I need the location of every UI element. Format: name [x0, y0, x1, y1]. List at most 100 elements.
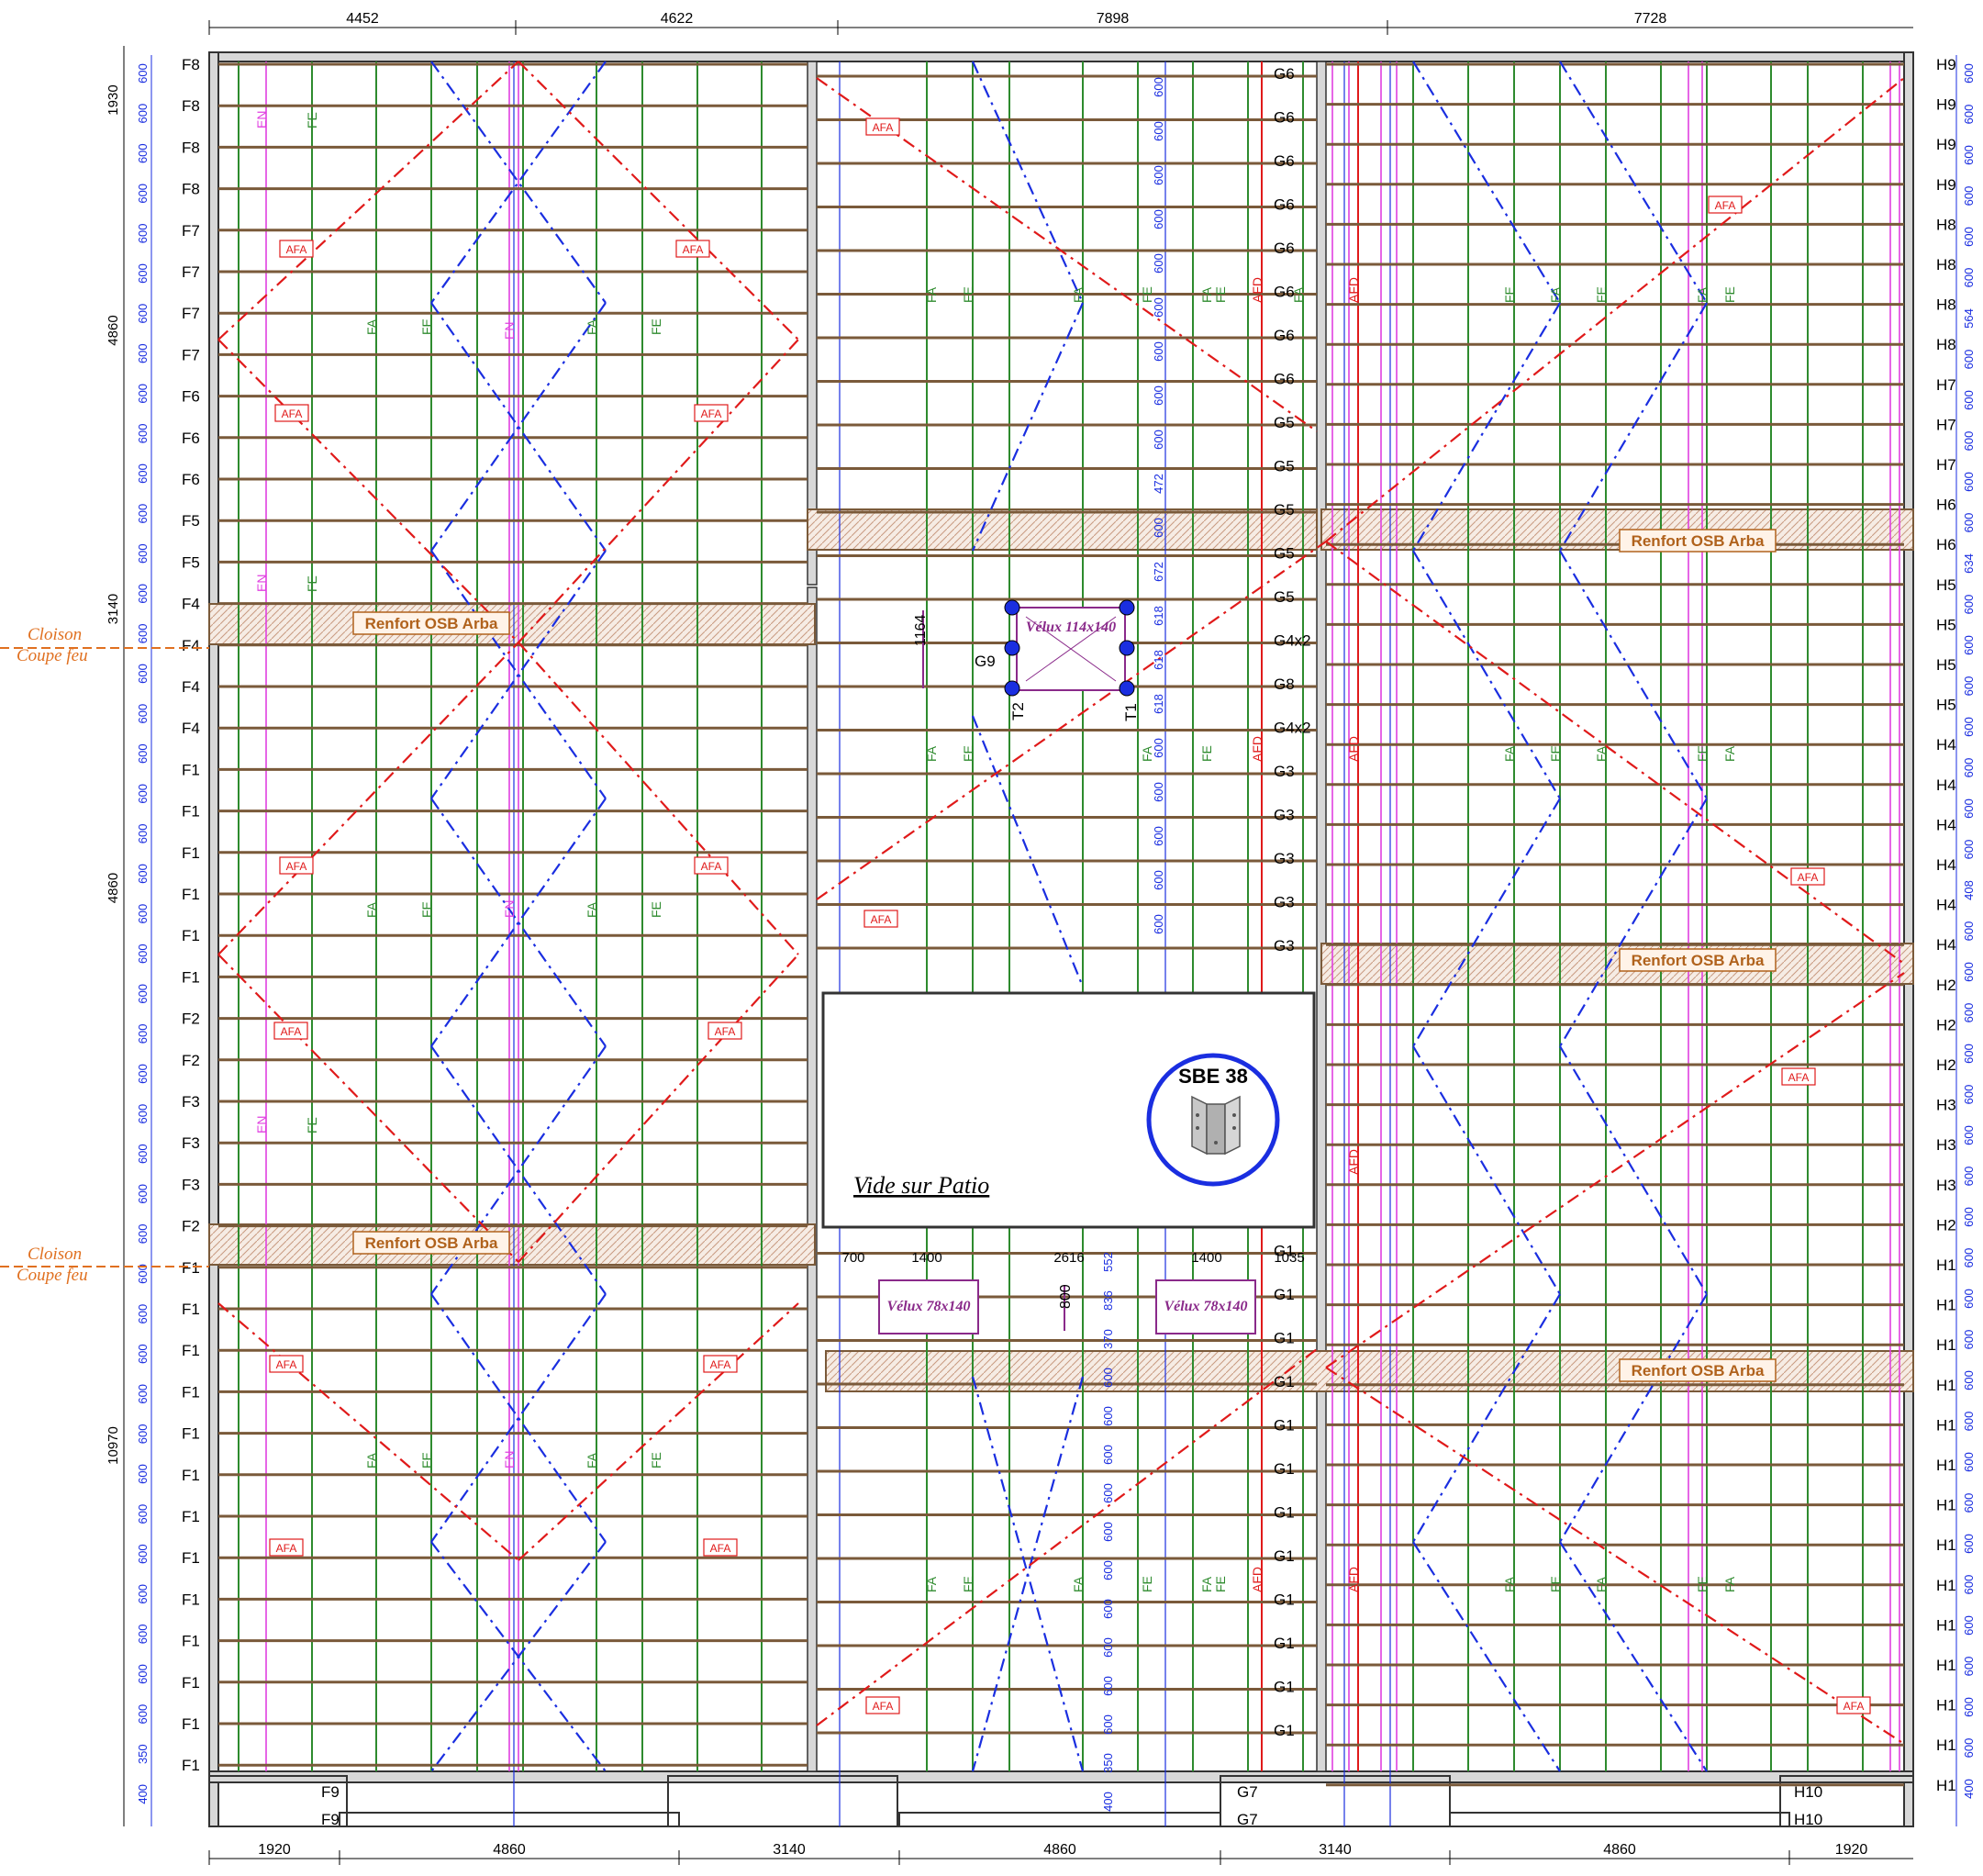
- afa-tag-text: AFA: [710, 1542, 731, 1555]
- afa-tag-5: AFA: [1708, 195, 1743, 214]
- left-inner-dim-30: 600: [136, 1264, 150, 1284]
- stud-tag-c1: FE: [419, 1452, 434, 1468]
- afa-tag-text: AFA: [873, 1700, 894, 1713]
- right-inner-dim-32: 600: [1962, 1370, 1976, 1390]
- right-inner-dim-18: 600: [1962, 798, 1976, 819]
- left-inner-dim-32: 600: [136, 1344, 150, 1364]
- blue-brace-13: [430, 1541, 607, 1772]
- velux-small-label-left: Vélux 78x140: [886, 1299, 970, 1314]
- left-joist-label-26: F3: [182, 1134, 200, 1152]
- blue-brace-32: [1559, 1541, 1708, 1772]
- left-inner-dim-1: 600: [136, 104, 150, 124]
- blue-brace-30: [1559, 1045, 1708, 1295]
- red-brace-4: [217, 642, 519, 955]
- afa-tag-box: [694, 856, 729, 875]
- right-inner-dim-14: 600: [1962, 635, 1976, 655]
- reinforcement-zone-4: [208, 1223, 816, 1266]
- stud-tag-f5: FE: [1213, 1576, 1228, 1592]
- center-joist-label-38: G1: [1274, 1722, 1295, 1739]
- stud-tag-d1: FE: [961, 286, 975, 303]
- afa-tag-text: AFA: [1798, 871, 1819, 884]
- blue-brace-29: [1559, 798, 1708, 1047]
- right-joist-label-16: H5: [1936, 697, 1956, 714]
- afa-tag-box: [1836, 1696, 1871, 1714]
- stud-tag-f0: FA: [924, 1576, 939, 1592]
- center-dim-upper-2: 600: [1152, 165, 1165, 185]
- reinforcement-zone-0: [208, 603, 816, 645]
- center-joist-label-12: G5: [1274, 588, 1295, 606]
- left-inner-dim-39: 600: [136, 1625, 150, 1645]
- afa-tag-0: AFA: [279, 240, 314, 258]
- afa-tag-box: [269, 1538, 304, 1557]
- left-joist-bottom-label-1: F9: [321, 1811, 340, 1828]
- cloison-marker-lower: Cloison Coupe feu: [17, 1245, 88, 1285]
- left-inner-dim-38: 600: [136, 1584, 150, 1604]
- right-inner-dim-38: 600: [1962, 1615, 1976, 1636]
- afa-tag-box: [279, 240, 314, 258]
- svg-text:Coupe feu: Coupe feu: [17, 1266, 88, 1285]
- left-joist-label-35: F1: [182, 1508, 200, 1525]
- blue-brace-15: [971, 302, 1085, 552]
- center-dim-upper-8: 600: [1152, 430, 1165, 450]
- en-tag-2: EN: [254, 1116, 269, 1133]
- reinforcement-label-0: Renfort OSB Arba: [352, 611, 510, 635]
- afa-tag-text: AFA: [1844, 1700, 1865, 1713]
- center-dim-upper-12: 618: [1152, 606, 1165, 626]
- afa-tag-text: AFA: [701, 860, 722, 873]
- afa-tag-text: AFA: [873, 121, 894, 134]
- reinforcement-label-box: [1619, 1358, 1777, 1382]
- right-inner-dim-13: 600: [1962, 595, 1976, 615]
- reinforcement-zones: [208, 508, 1914, 1392]
- right-inner-dim-25: 600: [1962, 1085, 1976, 1105]
- g9-label: G9: [975, 653, 996, 670]
- reinforcement-zone-3: [1320, 943, 1914, 985]
- center-dim-upper-16: 600: [1152, 782, 1165, 802]
- left-inner-dim-7: 600: [136, 343, 150, 363]
- left-joist-label-2: F8: [182, 139, 200, 156]
- left-inner-dim-41: 600: [136, 1704, 150, 1725]
- stud-tag-f6: FA: [1502, 1576, 1517, 1592]
- en-tag-1: EN: [254, 575, 269, 592]
- stud-tag-e5: FE: [1548, 745, 1563, 762]
- right-joist-label-13: H5: [1936, 576, 1956, 594]
- afa-tag-box: [274, 404, 309, 422]
- center-dim-lower-6: 600: [1101, 1483, 1115, 1503]
- afa-tag-text: AFA: [286, 243, 307, 256]
- right-wall: [1903, 51, 1914, 1827]
- afa-tag-text: AFA: [286, 860, 307, 873]
- center-joist-bottom-label-0: G7: [1237, 1783, 1258, 1801]
- left-joist-label-15: F4: [182, 678, 200, 696]
- afa-tag-13: AFA: [269, 1355, 304, 1373]
- reinforcement-zone-2: [1320, 508, 1914, 551]
- afd-tag-2: AFD: [1250, 736, 1264, 762]
- right-joist-label-32: H1: [1936, 1336, 1956, 1354]
- center-dim-lower-1: 836: [1101, 1290, 1115, 1311]
- right-inner-dim-23: 600: [1962, 1003, 1976, 1023]
- stud-tag-d0: FA: [924, 286, 939, 303]
- reinforcement-label-text: Renfort OSB Arba: [1632, 1362, 1765, 1379]
- right-joist-label-8: H7: [1936, 376, 1956, 394]
- reinforcement-label-3: Renfort OSB Arba: [352, 1231, 510, 1255]
- central-wall-lower: [807, 586, 818, 1772]
- right-joist-label-6: H8: [1936, 296, 1956, 314]
- stud-tag-e4: FA: [1502, 745, 1517, 762]
- center-dim-upper-19: 600: [1152, 914, 1165, 934]
- center-dim-upper-7: 600: [1152, 385, 1165, 406]
- center-joist-label-6: G6: [1274, 327, 1295, 344]
- center-dim-lower-14: 400: [1101, 1792, 1115, 1812]
- afd-tag-4: AFD: [1346, 1149, 1361, 1175]
- stud-tag-e1: FE: [961, 745, 975, 762]
- center-joist-label-30: G1: [1274, 1373, 1295, 1390]
- opening-dim-4: 1035: [1274, 1250, 1304, 1266]
- afa-tag-box: [865, 117, 900, 136]
- center-joist-label-29: G1: [1274, 1330, 1295, 1347]
- bottom-dim-2: 3140: [773, 1842, 806, 1858]
- top-dim-2: 7898: [1097, 11, 1130, 27]
- right-joist-label-33: H1: [1936, 1377, 1956, 1394]
- reinforcement-label-4: Renfort OSB Arba: [1619, 1358, 1777, 1382]
- footing-1: [339, 1812, 680, 1827]
- afa-tag-box: [703, 1355, 738, 1373]
- left-outer-dim-1: 4860: [106, 315, 121, 345]
- left-inner-dim-25: 600: [136, 1064, 150, 1084]
- right-inner-dim-22: 600: [1962, 962, 1976, 982]
